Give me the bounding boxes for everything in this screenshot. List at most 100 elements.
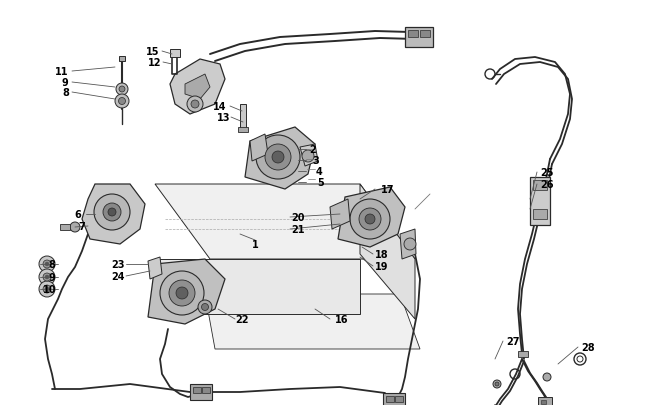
Circle shape: [404, 239, 416, 250]
Circle shape: [272, 151, 284, 164]
Text: 3: 3: [313, 156, 319, 166]
Bar: [190, 384, 212, 400]
Circle shape: [39, 281, 55, 297]
Polygon shape: [300, 145, 318, 166]
Bar: [238, 128, 248, 133]
Text: 25: 25: [540, 168, 554, 177]
Text: 11: 11: [55, 67, 69, 77]
Bar: [533, 209, 547, 220]
Circle shape: [265, 145, 291, 171]
Text: 17: 17: [382, 185, 395, 194]
Circle shape: [160, 271, 204, 315]
Bar: [193, 387, 201, 393]
Circle shape: [70, 222, 80, 232]
Bar: [386, 396, 394, 402]
Text: 18: 18: [375, 249, 389, 259]
Bar: [538, 397, 552, 405]
Text: 5: 5: [318, 177, 324, 188]
Text: 8: 8: [49, 259, 55, 269]
Circle shape: [43, 273, 51, 281]
Polygon shape: [155, 259, 360, 314]
Circle shape: [43, 285, 51, 293]
Bar: [420, 31, 430, 38]
Circle shape: [176, 287, 188, 299]
Bar: [518, 351, 528, 357]
Text: 28: 28: [581, 342, 595, 352]
Circle shape: [45, 287, 49, 291]
Text: 8: 8: [62, 88, 70, 98]
Text: 15: 15: [146, 47, 160, 57]
Text: 24: 24: [111, 271, 125, 281]
Text: 14: 14: [213, 102, 227, 112]
Bar: [383, 393, 405, 405]
Circle shape: [495, 382, 499, 386]
Polygon shape: [360, 185, 415, 319]
Text: 1: 1: [252, 239, 259, 249]
Polygon shape: [82, 185, 145, 244]
Polygon shape: [338, 188, 405, 247]
Bar: [170, 50, 180, 58]
Circle shape: [350, 200, 390, 239]
Text: 20: 20: [291, 213, 305, 222]
Circle shape: [94, 194, 130, 230]
Bar: [202, 387, 210, 393]
Circle shape: [202, 304, 209, 311]
Circle shape: [103, 203, 121, 222]
Circle shape: [119, 87, 125, 93]
Circle shape: [39, 269, 55, 285]
Bar: [60, 224, 70, 230]
Polygon shape: [170, 60, 225, 115]
Circle shape: [116, 84, 128, 96]
Bar: [533, 181, 547, 190]
Polygon shape: [205, 294, 420, 349]
Bar: [530, 177, 550, 226]
Polygon shape: [148, 259, 225, 324]
Polygon shape: [155, 185, 415, 259]
Text: 16: 16: [335, 314, 349, 324]
Polygon shape: [245, 128, 315, 190]
Circle shape: [115, 95, 129, 109]
Bar: [405, 28, 433, 48]
Text: 22: 22: [235, 314, 249, 324]
Bar: [408, 31, 418, 38]
Circle shape: [108, 209, 116, 216]
Text: 27: 27: [506, 336, 520, 346]
Text: 2: 2: [309, 145, 317, 155]
Polygon shape: [400, 230, 416, 259]
Circle shape: [198, 300, 212, 314]
Circle shape: [45, 262, 49, 266]
Text: 23: 23: [111, 259, 125, 269]
Circle shape: [191, 101, 199, 109]
Circle shape: [365, 215, 375, 224]
Bar: [119, 57, 125, 62]
Circle shape: [118, 98, 125, 105]
Circle shape: [169, 280, 195, 306]
Text: 9: 9: [62, 78, 68, 88]
Text: 4: 4: [316, 166, 322, 177]
Bar: [541, 400, 546, 404]
Text: 26: 26: [540, 179, 554, 190]
Circle shape: [39, 256, 55, 272]
Polygon shape: [250, 135, 268, 162]
Circle shape: [256, 136, 300, 179]
Circle shape: [45, 275, 49, 279]
Polygon shape: [330, 200, 350, 230]
Circle shape: [302, 151, 314, 162]
Polygon shape: [240, 105, 246, 130]
Circle shape: [187, 97, 203, 113]
Polygon shape: [148, 257, 162, 279]
Text: 19: 19: [375, 261, 389, 271]
Circle shape: [543, 373, 551, 381]
Circle shape: [493, 380, 501, 388]
Text: 12: 12: [148, 58, 162, 68]
Text: 21: 21: [291, 224, 305, 234]
Bar: [395, 396, 403, 402]
Text: 6: 6: [75, 209, 81, 220]
Text: 9: 9: [49, 272, 55, 282]
Text: 7: 7: [79, 222, 85, 231]
Polygon shape: [185, 75, 210, 100]
Text: 13: 13: [217, 113, 231, 123]
Circle shape: [359, 209, 381, 230]
Text: 10: 10: [44, 284, 57, 294]
Circle shape: [43, 260, 51, 269]
